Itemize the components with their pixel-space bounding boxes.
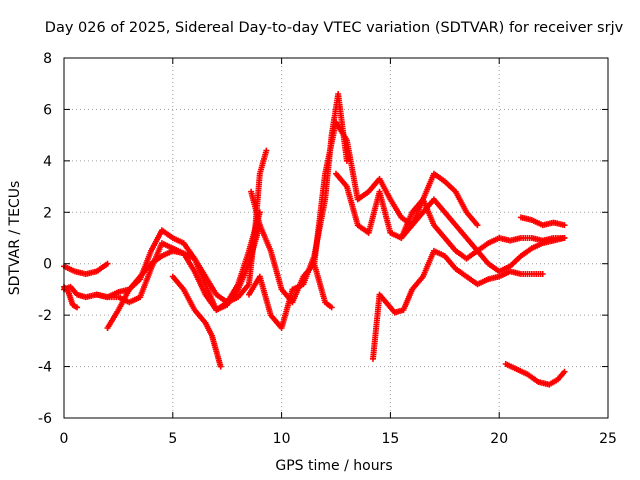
data-point xyxy=(561,368,568,375)
data-point xyxy=(104,260,111,267)
data-point xyxy=(217,363,224,370)
x-tick-label: 5 xyxy=(168,431,177,447)
y-tick-label: 2 xyxy=(43,205,52,221)
series-track-5 xyxy=(93,222,263,313)
y-tick-label: -4 xyxy=(38,360,52,376)
series-track-6 xyxy=(169,273,224,370)
y-tick-label: 6 xyxy=(43,102,52,118)
y-tick-label: -2 xyxy=(38,308,52,324)
data-point xyxy=(328,304,335,311)
series-track-12 xyxy=(398,196,568,275)
data-point xyxy=(539,271,546,277)
axes: 0 5 10 15 20 25 -6 -4 -2 0 2 4 6 8 xyxy=(38,51,617,447)
series-track-14 xyxy=(502,361,568,388)
y-tick-label: 4 xyxy=(43,154,52,170)
plot-frame xyxy=(63,57,609,419)
x-tick-label: 20 xyxy=(490,431,508,447)
series-track-9 xyxy=(311,119,481,267)
chart-title: Day 026 of 2025, Sidereal Day-to-day VTE… xyxy=(45,20,624,36)
x-tick-label: 10 xyxy=(273,431,291,447)
data-point xyxy=(474,222,481,229)
data-point xyxy=(561,222,568,229)
y-tick-label: -6 xyxy=(38,411,52,427)
x-axis-label: GPS time / hours xyxy=(275,458,392,474)
series-track-4 xyxy=(104,209,263,331)
series-track-10 xyxy=(333,170,568,262)
data-point xyxy=(561,235,568,241)
x-tick-label: 15 xyxy=(381,431,399,447)
y-tick-label: 8 xyxy=(43,51,52,67)
series-track-13 xyxy=(517,214,568,229)
x-tick-label: 25 xyxy=(599,431,617,447)
y-tick-label: 0 xyxy=(43,257,52,273)
series-track-1 xyxy=(61,260,111,277)
series-track-11 xyxy=(369,247,546,362)
data-point xyxy=(74,304,81,311)
x-tick-label: 0 xyxy=(60,431,69,447)
y-axis-label: SDTVAR / TECUs xyxy=(7,181,23,296)
data-point xyxy=(263,147,270,154)
data-points xyxy=(61,91,568,388)
